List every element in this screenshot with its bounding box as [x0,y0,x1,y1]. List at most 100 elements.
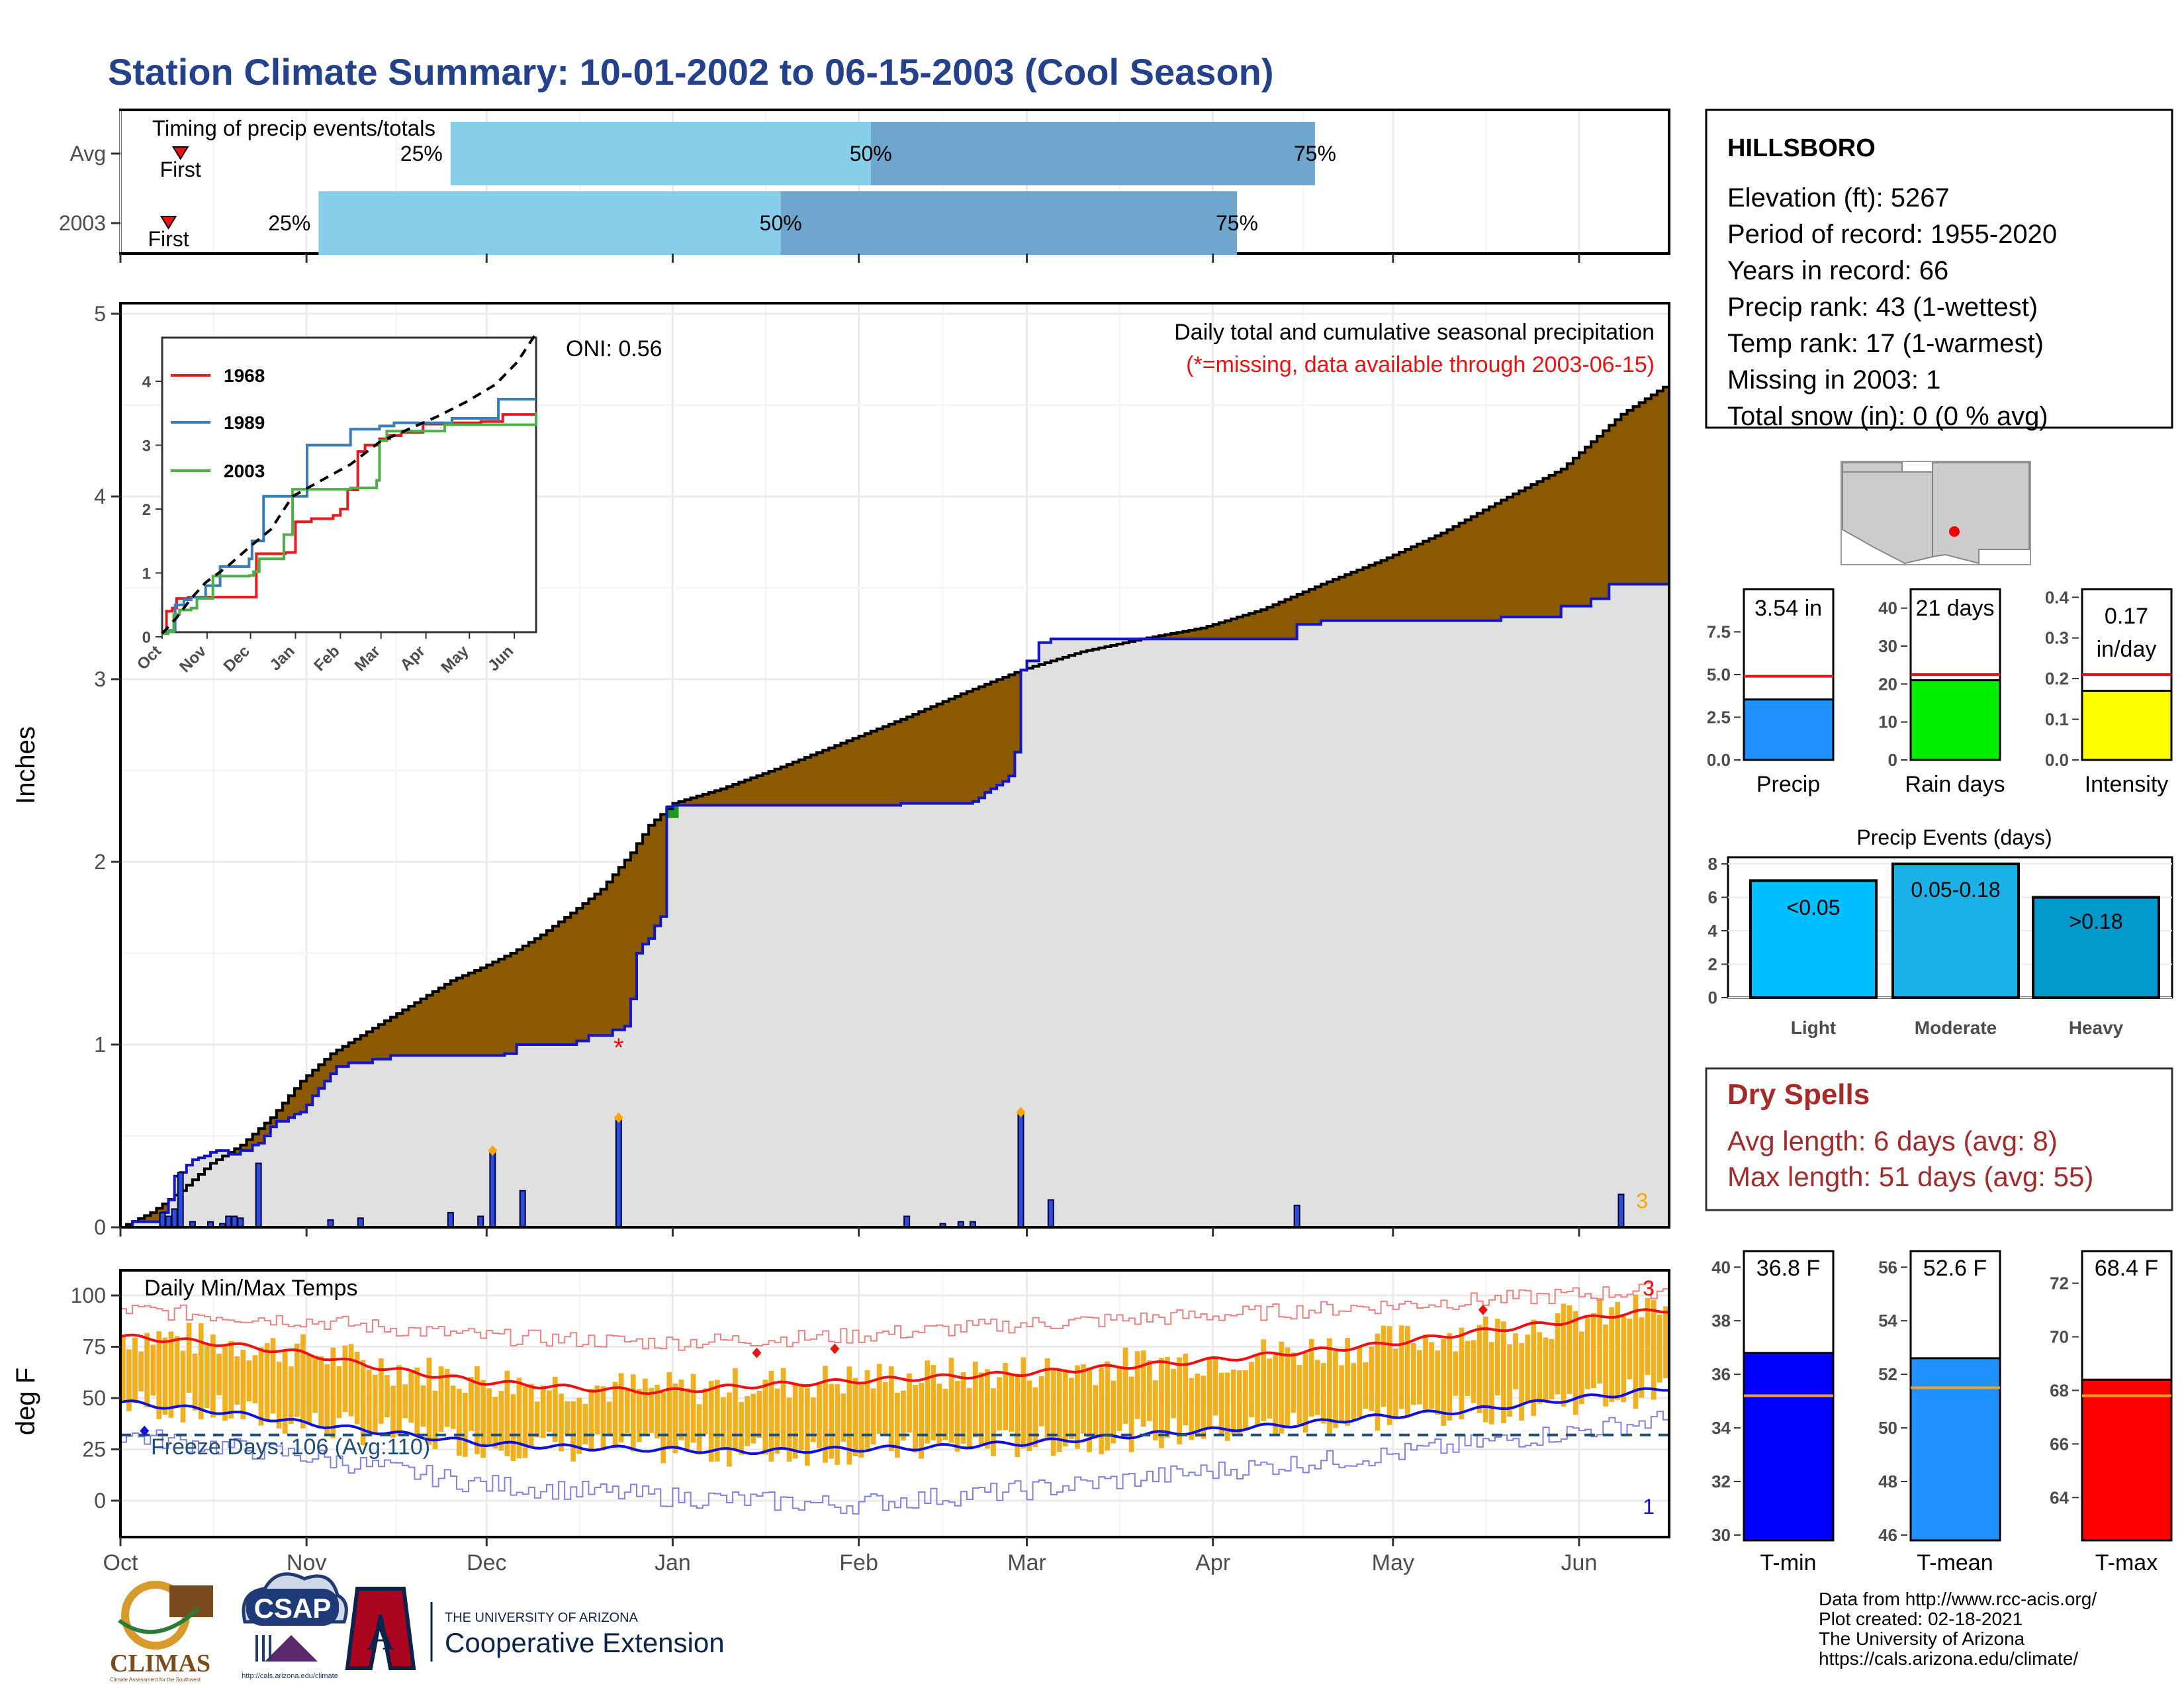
daily-temp-bar [1056,1370,1062,1452]
daily-temp-bar [456,1388,462,1456]
daily-temp-bar [1417,1350,1422,1405]
station-line-period: Period of record: 1955-2020 [1727,220,2057,249]
daily-temp-bar [1621,1316,1627,1403]
daily-temp-bar [318,1356,324,1427]
daily-temp-bar [786,1397,792,1462]
daily-temp-bar [295,1343,300,1417]
daily-precip-bar [357,1217,364,1228]
daily-temp-bar [624,1389,630,1434]
dry-spells-max: Max length: 51 days (avg: 55) [1727,1161,2093,1192]
daily-temp-bar [1585,1317,1590,1389]
daily-temp-bar [835,1383,841,1465]
daily-temp-bar [360,1360,366,1446]
csap-logo: CSAP http://cals.arizona.edu/climate [242,1572,348,1680]
station-line-elevation: Elevation (ft): 5267 [1727,183,1950,212]
daily-temp-bar [1279,1341,1285,1434]
inset-y-tick-label: 1 [142,565,151,583]
avg-cumulative-line [120,383,1670,1229]
precip-stat-charts: 0.0 2.5 5.0 7.5 0 10 20 30 40 0.0 0.1 0.2 0.3 0.4 [1707,587,2173,770]
daily-temp-bar [144,1333,150,1407]
daily-temp-bar [780,1368,786,1449]
daily-precip-bar [231,1215,238,1228]
daily-temp-bar [1050,1368,1056,1456]
oni-label: ONI: 0.56 [566,336,662,361]
temp-content [120,1282,1670,1515]
stat-y-tick-label: 0.2 [2045,669,2069,688]
stat-y-tick-label: 0.3 [2045,628,2069,648]
daily-temp-bar [1537,1332,1543,1404]
tmax-avg-line [120,1308,1670,1395]
daily-temp-bar [174,1336,180,1408]
tstat-y-tick-label: 72 [2050,1274,2069,1293]
daily-temp-bar [1153,1380,1158,1440]
stat-y-tick-label: 30 [1878,636,1897,656]
daily-temp-bar [306,1354,312,1424]
daily-temp-bar [1639,1317,1645,1398]
precip-y-tick-label: 0 [94,1215,106,1239]
daily-temp-bar [402,1384,408,1419]
daily-temp-bar [588,1389,594,1452]
daily-temp-bar [228,1340,234,1419]
daily-temp-bar [1423,1334,1428,1411]
daily-temp-bar [1519,1342,1524,1421]
daily-temp-bar [858,1384,864,1458]
daily-temp-bar [1387,1326,1392,1425]
daily-temp-bar [276,1362,282,1429]
timing-row-avg-label: Avg [69,142,106,165]
inset-series-2003 [162,412,537,635]
precip-y-tick-label: 5 [94,302,106,326]
timing-q75-label-avg: 75% [1294,142,1336,165]
month-axis: Oct Nov Dec Jan Feb Mar Apr May Jun [103,254,1597,1575]
daily-temp-bar [120,1335,126,1401]
daily-precip-bar [489,1150,496,1228]
daily-temp-bar [1572,1311,1578,1415]
tstat-y-tick-label: 30 [1711,1525,1731,1545]
stat-y-tick-label: 5.0 [1707,665,1731,684]
daily-temp-bar [1314,1360,1320,1415]
daily-temp-bar [432,1391,438,1450]
daily-temp-bar [708,1381,714,1462]
daily-temp-bar [870,1388,876,1445]
daily-temp-bar [733,1368,738,1451]
daily-temp-bar [882,1382,888,1434]
timing-panel: FirstLast25%50%75%FirstLast25%50%75% Tim… [59,109,2056,255]
precip-panel: 0 1 2 3 4 5 Inches Daily total and cumulative… [11,302,1670,1239]
daily-temp-bar [204,1343,210,1409]
daily-temp-bar [559,1393,564,1452]
daily-temp-bar [528,1383,534,1448]
daily-temp-bar [792,1382,798,1459]
daily-temp-bar [258,1347,264,1426]
temp-y-tick-label: 100 [71,1284,106,1307]
stat-y-tick-label: 7.5 [1707,622,1731,642]
daily-temp-bar [714,1380,720,1462]
tstat-bar-tmin [1743,1352,1835,1542]
credit-line-3: The University of Arizona [1819,1628,2025,1649]
tstat-label-tmax: 68.4 F [2095,1256,2158,1281]
precip-daily-bars [159,1107,1625,1229]
daily-temp-bar [475,1366,480,1454]
daily-temp-bar [768,1370,774,1462]
daily-temp-bar [1327,1338,1332,1436]
daily-temp-bar [1116,1367,1122,1431]
timing-bar-q25-q50-avg [450,122,871,185]
daily-temp-bar [1105,1361,1111,1451]
ua-line1: THE UNIVERSITY OF ARIZONA [445,1611,639,1625]
daily-temp-bar [954,1380,960,1452]
daily-temp-bar [864,1370,870,1450]
timing-bar-q50-q75-avg [870,122,1315,185]
daily-temp-bar [180,1350,186,1423]
daily-temp-bar [1651,1299,1657,1400]
daily-temp-bar [570,1401,576,1462]
daily-temp-bar [1441,1338,1447,1427]
daily-temp-bar [246,1360,252,1401]
daily-temp-bar [1363,1362,1369,1409]
daily-temp-bar [1122,1347,1128,1425]
daily-temp-bar [1398,1325,1404,1409]
daily-precip-bar [903,1215,911,1228]
daily-temp-bar [1567,1305,1572,1394]
location-map [1841,461,2031,565]
daily-temp-bar [288,1366,294,1425]
daily-temp-bar [1333,1350,1338,1429]
daily-temp-bar [222,1344,228,1421]
